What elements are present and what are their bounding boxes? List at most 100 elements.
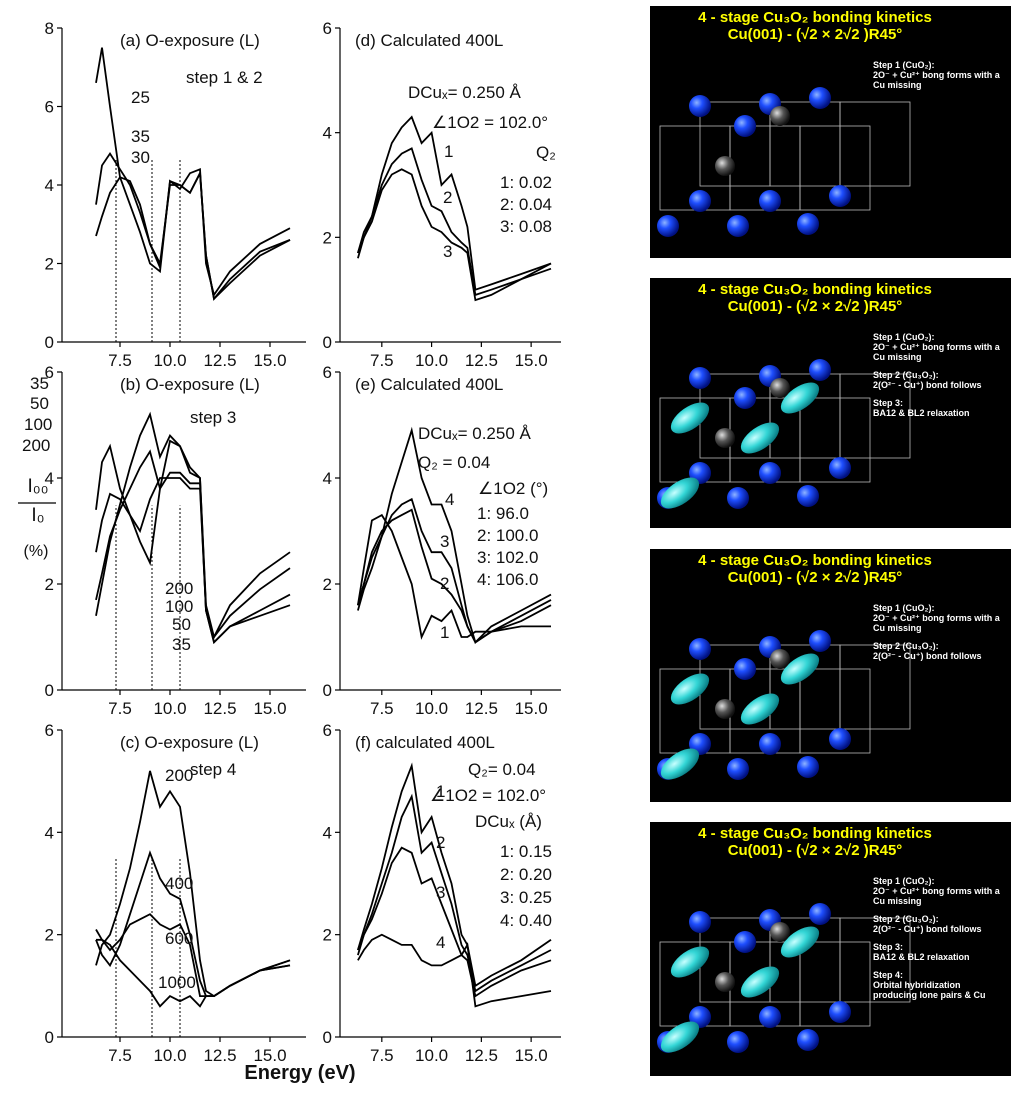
x-tick-label: 15.0 [253,351,286,370]
y-tick-label: 0 [45,1028,54,1047]
slide-text: Step 3: [873,942,903,952]
annotation: 35 [172,635,191,654]
annotation: 4: 106.0 [477,570,538,589]
annotation: 200 [22,436,50,455]
annotation: 1 [444,142,453,161]
x-axis-label: Energy (eV) [244,1062,355,1084]
y-tick-label: 6 [45,721,54,740]
annotation: 2 [436,833,445,852]
y-tick-label: 4 [323,469,332,488]
slide-text: Step 3: [873,398,903,408]
slide-text: Step 4: [873,970,903,980]
annotation: 3: 102.0 [477,548,538,567]
x-tick-label: 7.5 [108,699,132,718]
annotation: 1 [436,782,445,801]
x-tick-label: 7.5 [370,1046,394,1065]
o-atom [715,156,735,176]
annotation: step 4 [190,760,236,779]
cu-atom [829,1001,851,1023]
annotation: 50 [30,394,49,413]
annotation: 1: 0.02 [500,173,552,192]
o-atom [715,972,735,992]
cu-atom [657,215,679,237]
cu-atom [797,756,819,778]
annotation: 3 [443,242,452,261]
cu-atom [829,728,851,750]
slide-text: Step 1 (CuO₂): [873,332,935,342]
y-tick-label: 0 [323,681,332,700]
y-tick-label: 4 [45,823,54,842]
cu-atom [809,903,831,925]
annotation: 1: 0.15 [500,842,552,861]
cu-atom [734,658,756,680]
annotation: 200 [165,766,193,785]
annotation: 4 [436,933,445,952]
slide-title: Cu(001) - (√2 × 2√2 )R45° [728,569,903,586]
annotation: 2 [440,574,449,593]
cu-atom [829,185,851,207]
annotation: 100 [165,597,193,616]
cu-atom [829,457,851,479]
annotation: 2: 0.04 [500,195,552,214]
annotation: 2: 0.20 [500,865,552,884]
slide-text: producing lone pairs & Cu [873,990,986,1000]
annotation: 3 [436,883,445,902]
cu-atom [759,733,781,755]
x-tick-label: 12.5 [465,351,498,370]
x-tick-label: 12.5 [203,1046,236,1065]
x-tick-label: 15.0 [253,1046,286,1065]
o-atom [715,699,735,719]
slide-title: 4 - stage Cu₃O₂ bonding kinetics [698,281,932,298]
cu-atom [809,359,831,381]
x-tick-label: 10.0 [415,1046,448,1065]
x-tick-label: 15.0 [515,699,548,718]
slide-text: 2O⁻ + Cu²⁺ bong forms with a [873,70,1001,80]
y-tick-label: 6 [323,363,332,382]
cu-atom [689,95,711,117]
cu-atom [809,87,831,109]
x-tick-label: 10.0 [415,699,448,718]
x-tick-label: 10.0 [153,699,186,718]
cu-atom [759,190,781,212]
slide-title: 4 - stage Cu₃O₂ bonding kinetics [698,825,932,842]
annotation: 4: 0.40 [500,911,552,930]
y-tick-label: 2 [323,575,332,594]
x-tick-label: 12.5 [203,351,236,370]
slide-title: Cu(001) - (√2 × 2√2 )R45° [728,842,903,859]
y-tick-label: 2 [45,575,54,594]
x-tick-label: 10.0 [153,351,186,370]
cu-atom [734,931,756,953]
y-tick-label: 2 [323,228,332,247]
annotation: 35 [131,127,150,146]
data-line [96,154,290,299]
y-tick-label: 4 [45,176,54,195]
cu-atom [727,1031,749,1053]
cu-atom [734,115,756,137]
panel-title: (d) Calculated 400L [355,31,503,50]
x-tick-label: 10.0 [415,351,448,370]
slide: 4 - stage Cu₃O₂ bonding kineticsCu(001) … [650,822,1011,1076]
annotation: 25 [131,88,150,107]
o-atom [715,428,735,448]
y-tick-label: 6 [323,19,332,38]
x-tick-label: 7.5 [370,699,394,718]
slide-text: Step 1 (CuO₂): [873,876,935,886]
annotation: 1000 [158,973,196,992]
annotation: DCuₓ= 0.250 Å [408,83,522,102]
slide-text: Orbital hybridization [873,980,961,990]
slide-title: Cu(001) - (√2 × 2√2 )R45° [728,26,903,43]
cu-atom [727,215,749,237]
cu-atom [689,638,711,660]
x-tick-label: 12.5 [465,699,498,718]
annotation: 200 [165,579,193,598]
y-tick-label: 0 [323,1028,332,1047]
panel-title: (a) O-exposure (L) [120,31,260,50]
figure: Energy (eV) I₀₀ I₀ (%) 024687.510.012.51… [0,0,1011,1097]
o-atom [770,106,790,126]
slide-text: Cu missing [873,80,922,90]
slide-title: 4 - stage Cu₃O₂ bonding kinetics [698,552,932,569]
annotation: 4 [445,490,454,509]
cu-atom [727,487,749,509]
slide-title: Cu(001) - (√2 × 2√2 )R45° [728,298,903,315]
slide: 4 - stage Cu₃O₂ bonding kineticsCu(001) … [650,278,1011,528]
